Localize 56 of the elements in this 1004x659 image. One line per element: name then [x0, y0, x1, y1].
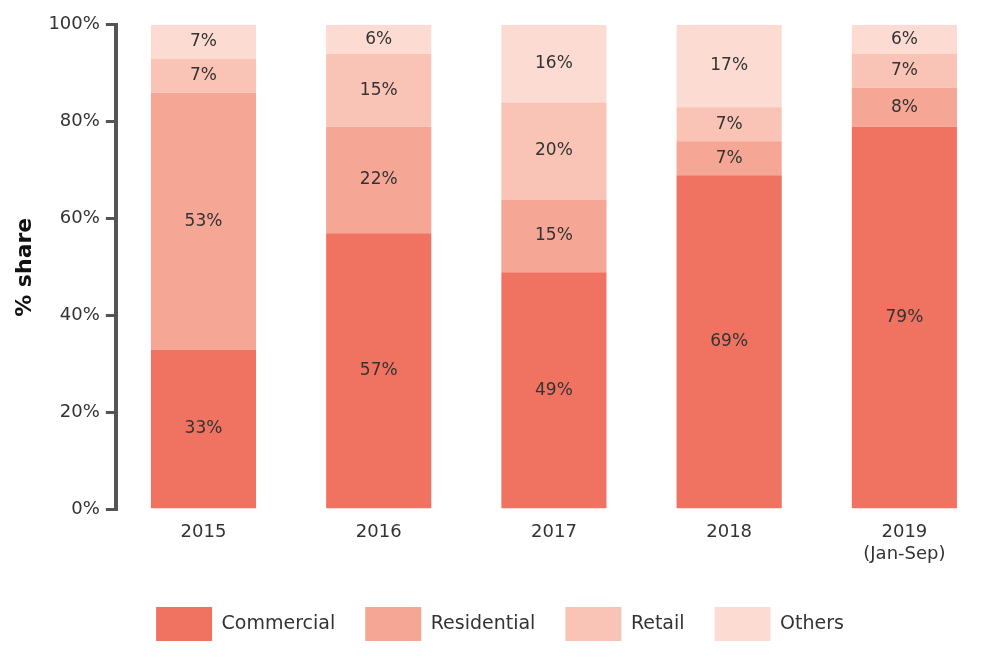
- data-label: 6%: [890, 27, 918, 48]
- bar: [501, 272, 607, 509]
- x-tick-label: 2019 (Jan-Sep): [863, 520, 946, 563]
- x-tick-label: 2018: [706, 520, 753, 542]
- data-label: 7%: [189, 30, 217, 51]
- y-tick-label: 80%: [59, 109, 100, 131]
- data-label: 6%: [365, 27, 393, 48]
- data-label: 49%: [535, 378, 573, 399]
- data-label: 17%: [710, 54, 749, 75]
- y-axis-title: % share: [10, 217, 36, 317]
- x-tick-label: 2016: [355, 520, 402, 542]
- bar: [326, 53, 432, 127]
- bar: [326, 233, 432, 509]
- bar: [150, 24, 257, 59]
- y-tick-label: 0%: [71, 497, 100, 519]
- data-label: 15%: [535, 224, 573, 245]
- legend-label: Retail: [630, 610, 685, 633]
- data-label: 33%: [184, 417, 223, 438]
- data-label: 20%: [535, 139, 573, 160]
- data-label: 69%: [710, 330, 749, 351]
- y-tick-label: 20%: [59, 400, 100, 422]
- data-label: 8%: [890, 95, 918, 116]
- legend-label: Commercial: [221, 610, 336, 633]
- bar: [676, 141, 782, 176]
- bar: [501, 24, 607, 103]
- data-label: 53%: [184, 209, 223, 230]
- data-label: 79%: [885, 305, 924, 326]
- x-tick-label: 2015: [180, 520, 227, 542]
- bar: [676, 24, 782, 108]
- data-label: 16%: [535, 52, 573, 73]
- data-label: 22%: [359, 168, 398, 189]
- bar: [676, 175, 782, 509]
- bar: [326, 126, 432, 234]
- data-label: 7%: [715, 146, 743, 167]
- y-tick-label: 60%: [59, 206, 100, 228]
- bar: [150, 92, 257, 350]
- bar: [326, 24, 432, 54]
- bar: [150, 349, 257, 509]
- bar: [150, 58, 257, 93]
- data-label: 7%: [189, 64, 217, 85]
- y-tick-label: 40%: [59, 303, 100, 325]
- bar: [501, 199, 607, 273]
- bar: [851, 126, 957, 509]
- data-label: 7%: [890, 59, 918, 80]
- data-label: 7%: [715, 112, 743, 133]
- data-label: 15%: [359, 78, 398, 99]
- bar: [851, 87, 957, 127]
- bar: [851, 24, 957, 54]
- bar: [851, 53, 957, 88]
- y-tick-label: 100%: [48, 12, 100, 34]
- x-tick-label: 2017: [531, 520, 577, 542]
- data-label: 57%: [359, 359, 398, 380]
- bar: [501, 102, 607, 200]
- legend-label: Others: [780, 610, 844, 633]
- bar: [676, 107, 782, 142]
- legend-label: Residential: [430, 610, 536, 633]
